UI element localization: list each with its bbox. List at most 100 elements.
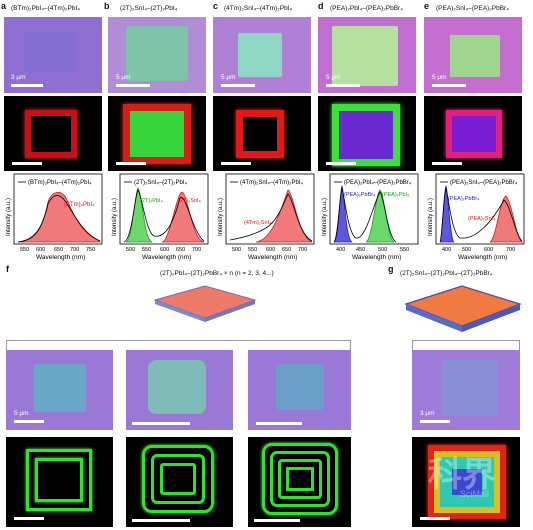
species-label: (PEA)₂SnI₄ [468, 216, 496, 222]
scale-bar [116, 162, 146, 165]
legend-label: (BTm)₂PbI₄–(4Tm)₂PbI₄ [28, 180, 92, 186]
pl-image-f3 [248, 437, 351, 527]
green-ring-blue-core [332, 104, 400, 166]
x-tick: 700 [506, 247, 515, 253]
green-ring-outer [262, 443, 338, 515]
panel-title-a: (BTm)₂PbI₄–(4Tm)₂PbI₄ [11, 5, 80, 12]
crystal-square [238, 33, 282, 77]
scale-bar-label: 5 μm [432, 74, 447, 81]
scale-bar-label: 5 μm [326, 74, 341, 81]
x-tick: 700 [298, 247, 307, 253]
lattice-side-left [406, 304, 462, 332]
x-tick: 550 [248, 247, 257, 253]
crystal-square [276, 364, 324, 410]
green-core-red-ring [123, 104, 191, 164]
green-emission-peak [365, 189, 395, 243]
scale-bar [256, 422, 302, 425]
x-tick: 650 [54, 247, 63, 253]
lattice-top-layer [404, 285, 522, 327]
panel-letter-f: f [6, 264, 9, 274]
spectrum-chart-e: (PEA)₂SnI₄–(PEA)₂PbBr₄ (PEA)₂PbBr₄ (PEA)… [428, 173, 525, 261]
red-emission-peak [161, 191, 205, 243]
x-axis-label: Wavelength (nm) [36, 254, 85, 261]
panel-letter-a: a [1, 1, 7, 11]
scale-bar [14, 517, 44, 520]
species-label: (PEA)₂PbBr₄ [344, 192, 376, 198]
x-tick: 600 [36, 247, 45, 253]
legend-label: (4Tm)₂SnI₄–(4Tm)₂PbI₄ [240, 180, 303, 186]
red-emission-ring [25, 110, 77, 158]
scale-bar [221, 162, 251, 165]
lattice-top-layer [153, 285, 257, 319]
green-ring-inner [160, 463, 196, 495]
crystal-square [34, 364, 86, 412]
spectrum-chart-a: (BTm)₂PbI₄–(4Tm)₂PbI₄ (BTm)₂PbI₄ 550 600… [6, 173, 103, 261]
x-tick: 450 [356, 247, 365, 253]
black-trace [17, 195, 101, 243]
black-trace [439, 187, 523, 243]
pl-image-e [424, 96, 522, 171]
panel-title-b: (2T)₂SnI₄–(2T)₂PbI₄ [120, 5, 178, 12]
pl-image-a [4, 96, 102, 171]
spectrum-chart-b: (2T)₂SnI₄–(2T)₂PbI₄ (2T)₂PbI₄ (2T)₂SnI₄ … [112, 173, 209, 261]
lattice-side-right [205, 300, 255, 322]
scale-bar [11, 84, 43, 87]
layered-lattice-schematic-f [153, 285, 257, 322]
y-axis-label: Intensity (a.u.) [428, 198, 434, 236]
green-ring-3 [278, 459, 322, 499]
x-tick: 600 [160, 247, 169, 253]
green-emission-peak [125, 187, 153, 243]
x-tick: 550 [20, 247, 29, 253]
bright-field-image-d: 5 μm [318, 17, 416, 93]
bracket-g [412, 340, 520, 350]
blue-center [452, 469, 482, 495]
panel-title-e: (PEA)₂SnI₄–(PEA)₂PbBr₄ [436, 5, 509, 12]
green-ring-outer [142, 445, 214, 513]
crystal-square [442, 360, 498, 416]
layered-lattice-schematic-g [404, 285, 522, 332]
species-label: (BTm)₂PbI₄ [64, 202, 95, 208]
scale-bar [432, 84, 466, 87]
pl-image-b [108, 96, 206, 171]
black-trace [123, 189, 205, 243]
panel-title-g: (2T)₂SnI₄–(2T)₂PbI₄–(2T)₂PbBr₄ [400, 270, 493, 277]
crystal-square [450, 35, 500, 77]
black-trace [229, 193, 313, 242]
scale-bar-label: 5 μm [116, 74, 131, 81]
scale-bar [420, 420, 450, 423]
panel-letter-b: b [104, 1, 110, 11]
legend-label: (PEA)₂SnI₄–(PEA)₂PbBr₄ [450, 180, 518, 186]
panel-letter-d: d [318, 1, 324, 11]
crystal-square [24, 31, 76, 73]
x-tick: 500 [126, 247, 135, 253]
spectra-row: (BTm)₂PbI₄–(4Tm)₂PbI₄ (BTm)₂PbI₄ 550 600… [6, 173, 525, 261]
panel-letter-c: c [213, 1, 219, 11]
x-tick: 600 [484, 247, 493, 253]
pl-image-g: 科界 SciMall [412, 437, 520, 527]
pl-image-d [318, 96, 416, 171]
scale-bar [221, 84, 255, 87]
crystal-square [148, 360, 206, 414]
species-label: (4Tm)₂SnI₄ [244, 220, 272, 226]
scale-bar [12, 162, 42, 165]
scale-bar-label: 5 μm [14, 410, 29, 417]
x-tick: 700 [70, 247, 79, 253]
x-tick: 500 [462, 247, 471, 253]
y-axis-label: Intensity (a.u.) [218, 198, 224, 236]
pl-image-f2 [126, 437, 233, 527]
legend-label: (2T)₂SnI₄–(2T)₂PbI₄ [134, 180, 187, 186]
green-ring-outer [26, 449, 92, 511]
spectrum-chart-d: (PEA)₂PbI₄–(PEA)₂PbBr₄ (PEA)₂PbBr₄ (PEA)… [322, 173, 419, 261]
legend-label: (PEA)₂PbI₄–(PEA)₂PbBr₄ [344, 180, 412, 186]
crystal-square [126, 26, 188, 81]
scale-bar [14, 420, 44, 423]
x-tick: 650 [282, 247, 291, 253]
bright-field-image-f3 [248, 350, 351, 430]
y-axis-label: Intensity (a.u.) [112, 198, 118, 236]
scale-bar-label: 5 μm [221, 74, 236, 81]
green-ring-inner [286, 467, 314, 491]
x-axis-label: Wavelength (nm) [248, 254, 297, 261]
scale-bar [432, 162, 462, 165]
scale-bar [326, 84, 360, 87]
red-emission-ring [236, 110, 284, 158]
